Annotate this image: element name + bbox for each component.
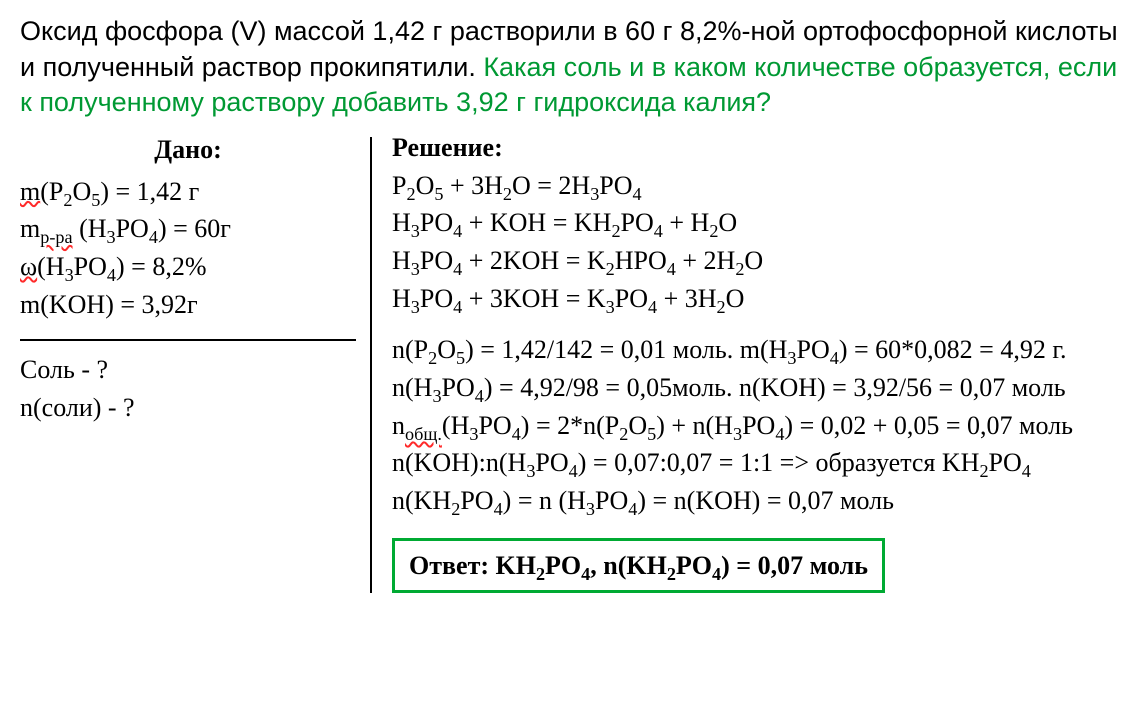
solution-grid: Дано: m(P2O5) = 1,42 г mр-ра (H3PO4) = 6… — [20, 131, 1123, 594]
find-n-salt: n(соли) - ? — [20, 389, 356, 427]
problem-statement: Оксид фосфора (V) массой 1,42 г раствори… — [20, 14, 1123, 121]
given-m-solution: mр-ра (H3PO4) = 60г — [20, 210, 356, 248]
find-salt: Соль - ? — [20, 351, 356, 389]
solution-column: Решение: P2O5 + 3H2O = 2H3PO4 H3PO4 + KO… — [372, 131, 1123, 594]
find-block: Соль - ? n(соли) - ? — [20, 341, 356, 426]
calc-4: n(KOH):n(H3PO4) = 0,07:0,07 = 1:1 => обр… — [392, 444, 1123, 482]
given-m-koh: m(KOH) = 3,92г — [20, 286, 356, 324]
calc-5: n(KH2PO4) = n (H3PO4) = n(KOH) = 0,07 мо… — [392, 482, 1123, 520]
given-block: Дано: m(P2O5) = 1,42 г mр-ра (H3PO4) = 6… — [20, 131, 356, 341]
calc-1: n(P2O5) = 1,42/142 = 0,01 моль. m(H3PO4)… — [392, 331, 1123, 369]
equation-2: H3PO4 + KOH = KH2PO4 + H2O — [392, 204, 1123, 242]
given-column: Дано: m(P2O5) = 1,42 г mр-ра (H3PO4) = 6… — [20, 131, 370, 427]
given-omega: ω(H3PO4) = 8,2% — [20, 248, 356, 286]
given-title: Дано: — [20, 131, 356, 169]
equation-4: H3PO4 + 3KOH = K3PO4 + 3H2O — [392, 280, 1123, 318]
answer-box: Ответ: KH2PO4, n(KH2PO4) = 0,07 моль — [392, 538, 885, 594]
calc-2: n(H3PO4) = 4,92/98 = 0,05моль. n(KOH) = … — [392, 369, 1123, 407]
equation-3: H3PO4 + 2KOH = K2HPO4 + 2H2O — [392, 242, 1123, 280]
solution-title: Решение: — [392, 129, 1123, 167]
equation-1: P2O5 + 3H2O = 2H3PO4 — [392, 167, 1123, 205]
given-m-p2o5: m(P2O5) = 1,42 г — [20, 173, 356, 211]
calc-3: nобщ.(H3PO4) = 2*n(P2O5) + n(H3PO4) = 0,… — [392, 407, 1123, 445]
page: Оксид фосфора (V) массой 1,42 г раствори… — [0, 0, 1143, 705]
